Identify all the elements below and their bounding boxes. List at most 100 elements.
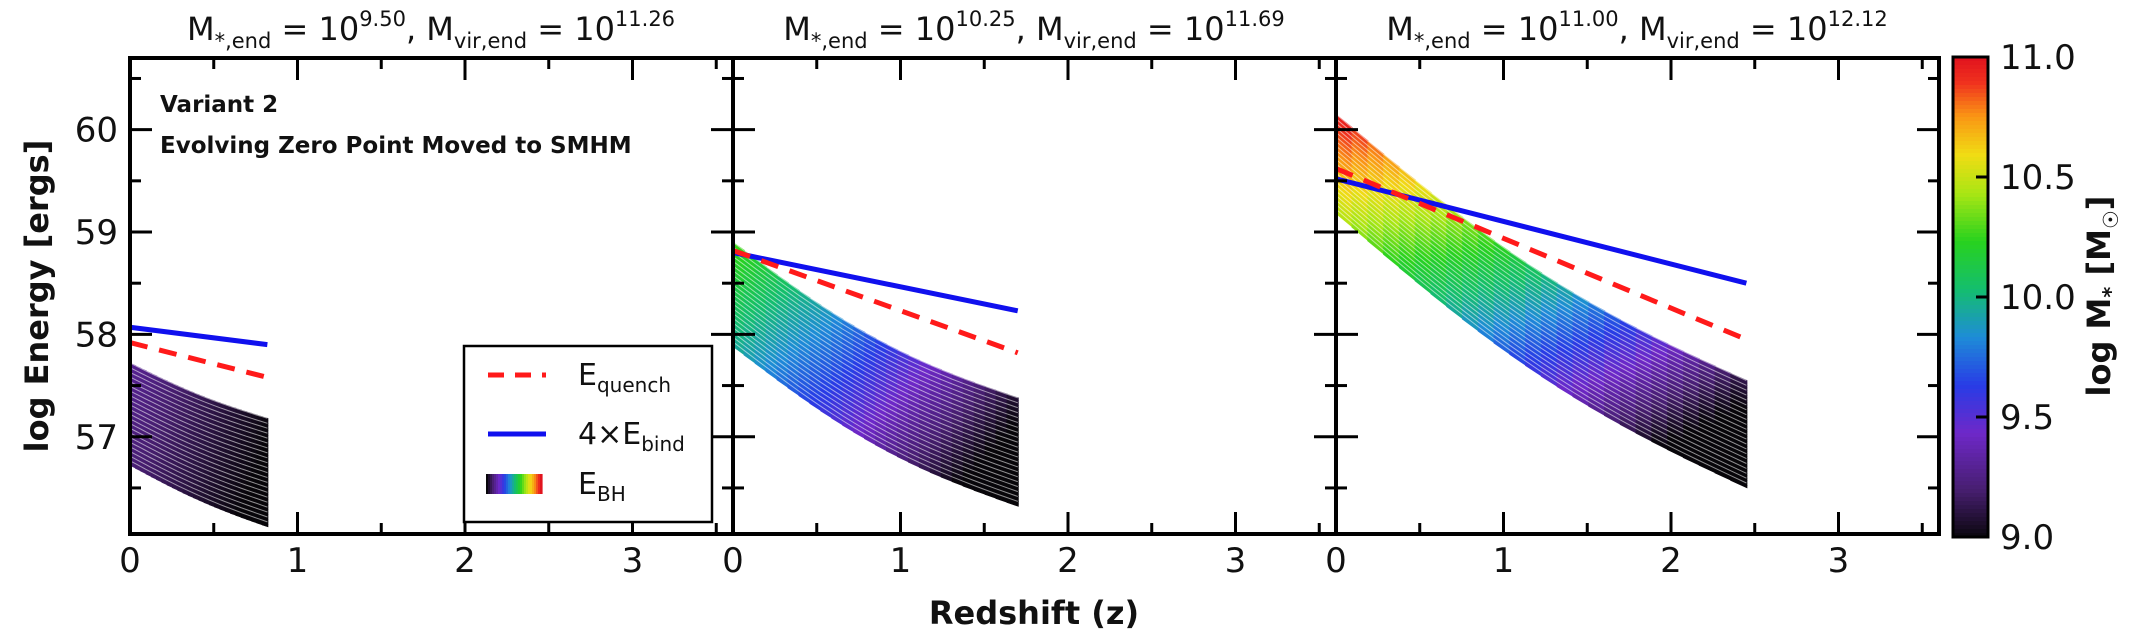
panel-3: M*,end = 1011.00, Mvir,end = 1012.12: [1334, 7, 1941, 536]
colorbar-segment: [1953, 433, 1988, 438]
colorbar-segment: [1953, 101, 1988, 106]
ebh-track-line: [1336, 154, 1747, 425]
panel-3-ebh-band: [1336, 113, 1748, 489]
legend-gradient-segment: [498, 474, 501, 494]
x-axis-title: Redshift (z): [929, 594, 1139, 632]
colorbar-segment: [1953, 261, 1988, 266]
ebh-track-line: [130, 432, 268, 493]
colorbar-segment: [1953, 529, 1988, 534]
panel-3-e-quench-line: [1335, 166, 1748, 342]
panel-2-title: M*,end = 1010.25, Mvir,end = 1011.69: [783, 7, 1284, 53]
colorbar-segment: [1953, 501, 1988, 506]
colorbar-segment: [1953, 89, 1988, 94]
legend-gradient-segment: [536, 474, 539, 494]
ebh-track-line: [1336, 150, 1747, 420]
legend-gradient-segment: [530, 474, 533, 494]
ebh-track-line: [130, 427, 268, 488]
colorbar-segment: [1953, 329, 1988, 334]
panel-1-title: M*,end = 109.50, Mvir,end = 1011.26: [187, 7, 675, 53]
legend-gradient-segment: [510, 474, 513, 494]
legend-gradient-segment: [486, 474, 489, 494]
legend-bind-label: 4×Ebind: [578, 417, 685, 456]
legend-gradient-segment: [532, 474, 535, 494]
ebh-band-segment: [261, 522, 269, 528]
colorbar-segment: [1953, 497, 1988, 502]
panel-3-title: M*,end = 1011.00, Mvir,end = 1012.12: [1386, 7, 1887, 53]
colorbar-segment: [1953, 365, 1988, 370]
x-tick-label: 2: [1057, 541, 1079, 581]
colorbar-segment: [1953, 281, 1988, 286]
panel-3-ticks: [1336, 58, 1939, 534]
colorbar-segment: [1953, 373, 1988, 378]
colorbar-segment: [1953, 185, 1988, 190]
legend-gradient-segment: [494, 474, 497, 494]
ebh-track-line: [733, 341, 1018, 502]
colorbar-segment: [1953, 481, 1988, 486]
colorbar-segment: [1953, 509, 1988, 514]
ebh-track-line: [130, 441, 268, 503]
ebh-band-segment: [1730, 477, 1748, 489]
x-tick-label: 3: [1828, 541, 1850, 581]
x-tick-label: 0: [1325, 541, 1347, 581]
colorbar-segment: [1953, 189, 1988, 194]
x-tick-label: 1: [890, 541, 912, 581]
panel-2-ebh-band: [733, 241, 1019, 507]
colorbar-tick-label: 9.5: [2000, 398, 2054, 438]
y-tick-label: 60: [75, 111, 118, 151]
colorbar-tick-label: 10.0: [2000, 278, 2076, 318]
colorbar-segment: [1953, 73, 1988, 78]
colorbar-segment: [1953, 313, 1988, 318]
legend-gradient-segment: [516, 474, 519, 494]
colorbar-segment: [1953, 413, 1988, 418]
ebh-track-line: [1336, 172, 1747, 445]
y-tick-label: 57: [75, 418, 118, 458]
colorbar-segment: [1953, 385, 1988, 390]
panel-2: M*,end = 1010.25, Mvir,end = 1011.69: [731, 7, 1338, 536]
x-tick-label: 1: [1493, 541, 1515, 581]
ebh-track-line: [130, 451, 268, 513]
ebh-track-line: [733, 289, 1018, 448]
ebh-track-line: [1336, 168, 1747, 440]
legend-gradient-segment: [488, 474, 491, 494]
colorbar-segment: [1953, 421, 1988, 426]
colorbar-segment: [1953, 469, 1988, 474]
colorbar-segment: [1953, 209, 1988, 214]
ebh-track-line: [1336, 132, 1747, 401]
ebh-track-line: [733, 246, 1018, 404]
colorbar-segment: [1953, 425, 1988, 430]
colorbar-segment: [1953, 285, 1988, 290]
panel-1-e-bind-line: [129, 324, 268, 348]
colorbar-segment: [1953, 345, 1988, 350]
legend-gradient-segment: [522, 474, 525, 494]
x-tick-label: 2: [454, 541, 476, 581]
colorbar-segment: [1953, 241, 1988, 246]
legend-gradient-segment: [538, 474, 541, 494]
colorbar-segment: [1953, 457, 1988, 462]
ebh-track-line: [733, 275, 1018, 433]
colorbar-segment: [1953, 461, 1988, 466]
legend-quench-label: Equench: [578, 358, 671, 397]
colorbar-segment: [1953, 81, 1988, 86]
legend-gradient-segment: [502, 474, 505, 494]
colorbar-segment: [1953, 353, 1988, 358]
colorbar-segment: [1953, 317, 1988, 322]
colorbar-tick-label: 10.5: [2000, 158, 2076, 198]
ebh-track-line: [130, 399, 268, 459]
legend-ebh-swatch: [486, 474, 543, 494]
legend-gradient-segment: [520, 474, 523, 494]
legend-gradient-segment: [496, 474, 499, 494]
colorbar-segment: [1953, 377, 1988, 382]
colorbar-segment: [1953, 177, 1988, 182]
x-tick-label: 0: [722, 541, 744, 581]
colorbar-segment: [1953, 233, 1988, 238]
colorbar-segment: [1953, 297, 1988, 302]
colorbar-segment: [1953, 341, 1988, 346]
ebh-track-line: [733, 284, 1018, 443]
colorbar-segment: [1953, 77, 1988, 82]
colorbar-segment: [1953, 357, 1988, 362]
colorbar-segment: [1953, 65, 1988, 70]
x-tick-label: 3: [622, 541, 644, 581]
colorbar-segment: [1953, 141, 1988, 146]
ebh-track-line: [733, 317, 1018, 478]
ebh-track-line: [733, 308, 1018, 468]
